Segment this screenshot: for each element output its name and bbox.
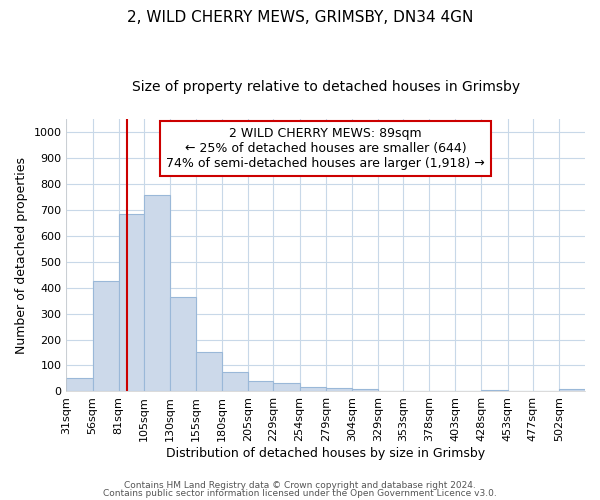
Text: 2, WILD CHERRY MEWS, GRIMSBY, DN34 4GN: 2, WILD CHERRY MEWS, GRIMSBY, DN34 4GN — [127, 10, 473, 25]
Bar — [352, 390, 378, 392]
Bar — [326, 388, 352, 392]
Bar — [299, 387, 326, 392]
Bar — [67, 378, 92, 392]
Bar — [119, 214, 144, 392]
X-axis label: Distribution of detached houses by size in Grimsby: Distribution of detached houses by size … — [166, 447, 485, 460]
Bar — [248, 381, 274, 392]
Bar — [170, 298, 196, 392]
Bar — [481, 390, 508, 392]
Y-axis label: Number of detached properties: Number of detached properties — [15, 156, 28, 354]
Bar — [222, 372, 248, 392]
Bar — [92, 281, 119, 392]
Bar — [559, 389, 585, 392]
Bar — [196, 352, 222, 392]
Text: Contains public sector information licensed under the Open Government Licence v3: Contains public sector information licen… — [103, 488, 497, 498]
Text: 2 WILD CHERRY MEWS: 89sqm
← 25% of detached houses are smaller (644)
74% of semi: 2 WILD CHERRY MEWS: 89sqm ← 25% of detac… — [166, 127, 485, 170]
Title: Size of property relative to detached houses in Grimsby: Size of property relative to detached ho… — [131, 80, 520, 94]
Bar — [274, 383, 299, 392]
Bar — [144, 194, 170, 392]
Text: Contains HM Land Registry data © Crown copyright and database right 2024.: Contains HM Land Registry data © Crown c… — [124, 481, 476, 490]
